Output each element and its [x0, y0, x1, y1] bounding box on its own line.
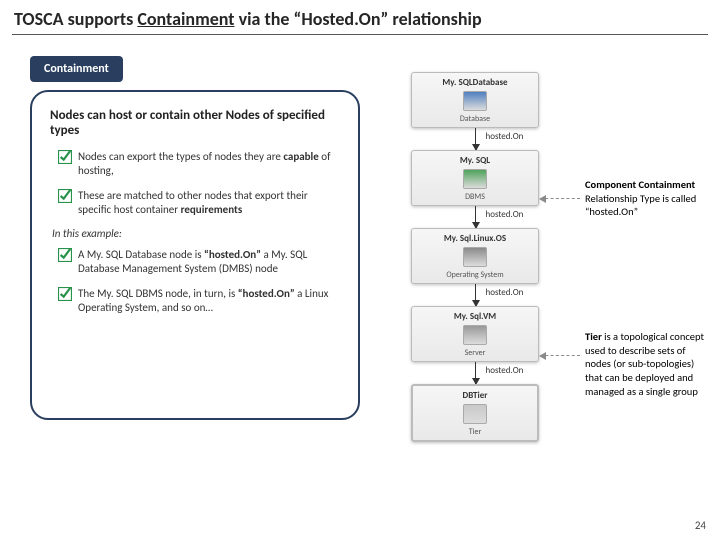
edge-label: hosted.On — [486, 365, 524, 376]
node-sub: Tier — [417, 427, 533, 437]
node-vm: My. Sql.VM Server — [411, 306, 539, 362]
node-sub: DBMS — [416, 192, 534, 202]
edge: hosted.On — [475, 128, 476, 150]
bullet-a-1: These are matched to other nodes that ex… — [58, 189, 340, 218]
node-icon — [463, 169, 487, 189]
edge-label: hosted.On — [486, 287, 524, 298]
edge-label: hosted.On — [486, 209, 524, 220]
node-sub: Operating System — [416, 270, 534, 280]
title-suffix: via the “Hosted.On” relationship — [235, 8, 482, 30]
node-os: My. Sql.Linux.OS Operating System — [411, 228, 539, 284]
node-title: My. SQLDatabase — [416, 77, 534, 88]
node-title: My. Sql.Linux.OS — [416, 233, 534, 244]
example-lead: In this example: — [52, 227, 340, 240]
node-icon — [463, 404, 487, 424]
node-dbms: My. SQL DBMS — [411, 150, 539, 206]
edge: hosted.On — [475, 284, 476, 306]
callout-subtitle: Nodes can host or contain other Nodes of… — [50, 108, 340, 138]
bullet-text: A My. SQL Database node is “hosted.On” a… — [78, 248, 340, 277]
bullet-b-1: The My. SQL DBMS node, in turn, is “host… — [58, 287, 340, 316]
diagram-column: My. SQLDatabase Database hosted.On My. S… — [400, 72, 550, 492]
title-divider — [12, 34, 708, 35]
bullet-text: These are matched to other nodes that ex… — [78, 189, 340, 218]
annotation-tier: Tier is a topological concept used to de… — [585, 330, 710, 398]
title-underlined: Containment — [137, 8, 234, 30]
edge: hosted.On — [475, 206, 476, 228]
bullet-text: Nodes can export the types of nodes they… — [78, 150, 340, 179]
node-sub: Database — [416, 114, 534, 124]
bullet-text: The My. SQL DBMS node, in turn, is “host… — [78, 287, 340, 316]
pointer-dash-1 — [540, 198, 580, 199]
callout-box: Nodes can host or contain other Nodes of… — [30, 90, 360, 420]
page-number: 24 — [695, 519, 706, 532]
edge: hosted.On — [475, 362, 476, 384]
check-icon — [58, 189, 72, 203]
containment-pill: Containment — [30, 56, 123, 82]
check-icon — [58, 287, 72, 301]
node-title: DBTier — [417, 390, 533, 401]
node-icon — [463, 325, 487, 345]
pointer-dash-2 — [540, 355, 580, 356]
node-sub: Server — [416, 348, 534, 358]
node-title: My. SQL — [416, 155, 534, 166]
bullet-b-0: A My. SQL Database node is “hosted.On” a… — [58, 248, 340, 277]
check-icon — [58, 150, 72, 164]
slide-title: TOSCA supports Containment via the “Host… — [14, 8, 482, 30]
node-title: My. Sql.VM — [416, 311, 534, 322]
node-tier: DBTier Tier — [411, 384, 539, 442]
node-icon — [463, 247, 487, 267]
title-prefix: TOSCA supports — [14, 8, 137, 30]
bullet-a-0: Nodes can export the types of nodes they… — [58, 150, 340, 179]
node-database: My. SQLDatabase Database — [411, 72, 539, 128]
check-icon — [58, 248, 72, 262]
annotation-hostedon: Component Containment Relationship Type … — [585, 178, 710, 219]
edge-label: hosted.On — [486, 131, 524, 142]
node-icon — [463, 91, 487, 111]
